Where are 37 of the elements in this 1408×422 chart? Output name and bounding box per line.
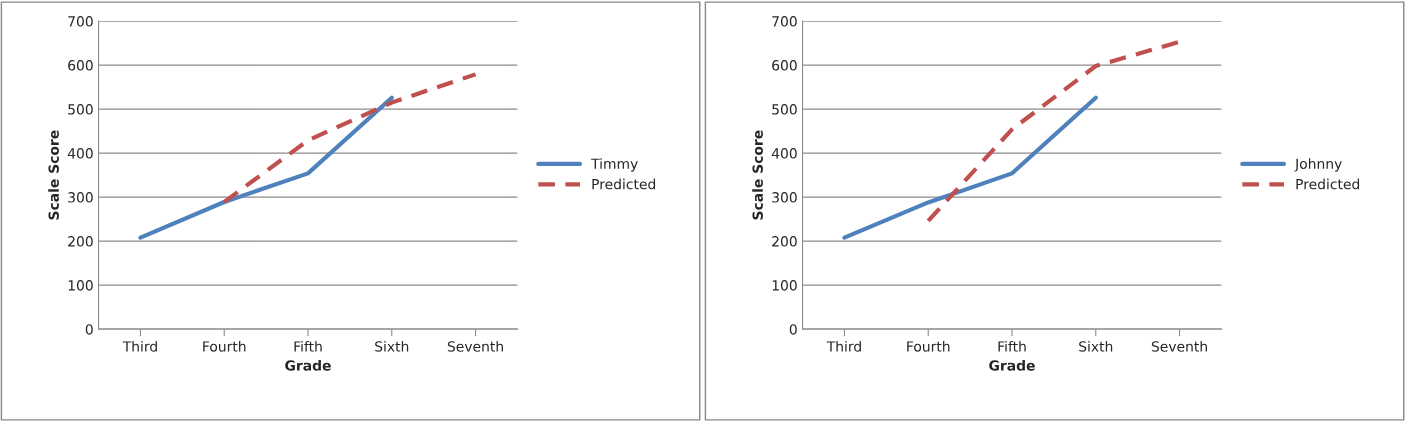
y-tick-label: 400 [771, 148, 797, 159]
y-tick-label: 700 [68, 16, 93, 27]
x-tick-label: Third [826, 340, 861, 352]
y-tick-label: 200 [772, 236, 797, 247]
x-tick-label: Fifth [294, 340, 322, 352]
y-tick-label: 600 [68, 60, 93, 71]
x-tick-label: Third [122, 340, 157, 352]
y-tick-label: 300 [772, 192, 797, 203]
line-series [138, 95, 394, 240]
y-tick-label: 0 [789, 324, 797, 335]
x-tick-label: Seventh [1151, 340, 1207, 352]
y-tick-label: 0 [85, 324, 93, 335]
y-tick-label: 600 [772, 60, 797, 71]
y-tick-label: 500 [68, 104, 93, 115]
line-series [842, 95, 1098, 240]
legend-label: Johnny [1294, 158, 1342, 172]
legend-label: Timmy [591, 158, 638, 172]
y-axis-title: Scale Score [752, 130, 763, 220]
x-tick-label: Seventh [447, 340, 503, 352]
x-axis-title: Grade [285, 359, 331, 371]
x-axis-title: Grade [989, 359, 1035, 371]
y-tick-label: 100 [68, 280, 93, 291]
y-tick-label: 200 [68, 236, 93, 247]
legend-label: Predicted [1296, 178, 1360, 190]
x-tick-label: Fifth [998, 340, 1026, 352]
line-series [222, 72, 478, 205]
x-tick-label: Sixth [375, 340, 409, 352]
y-tick-label: 100 [772, 280, 797, 291]
y-tick-label: 400 [67, 148, 93, 159]
y-tick-label: 300 [68, 192, 93, 203]
x-tick-label: Fourth [203, 340, 246, 352]
y-tick-label: 500 [772, 104, 797, 115]
y-tick-label: 700 [772, 16, 797, 27]
y-axis-title: Scale Score [48, 130, 59, 220]
legend-label: Predicted [592, 178, 656, 190]
x-tick-label: Fourth [907, 340, 950, 352]
x-tick-label: Sixth [1079, 340, 1113, 352]
